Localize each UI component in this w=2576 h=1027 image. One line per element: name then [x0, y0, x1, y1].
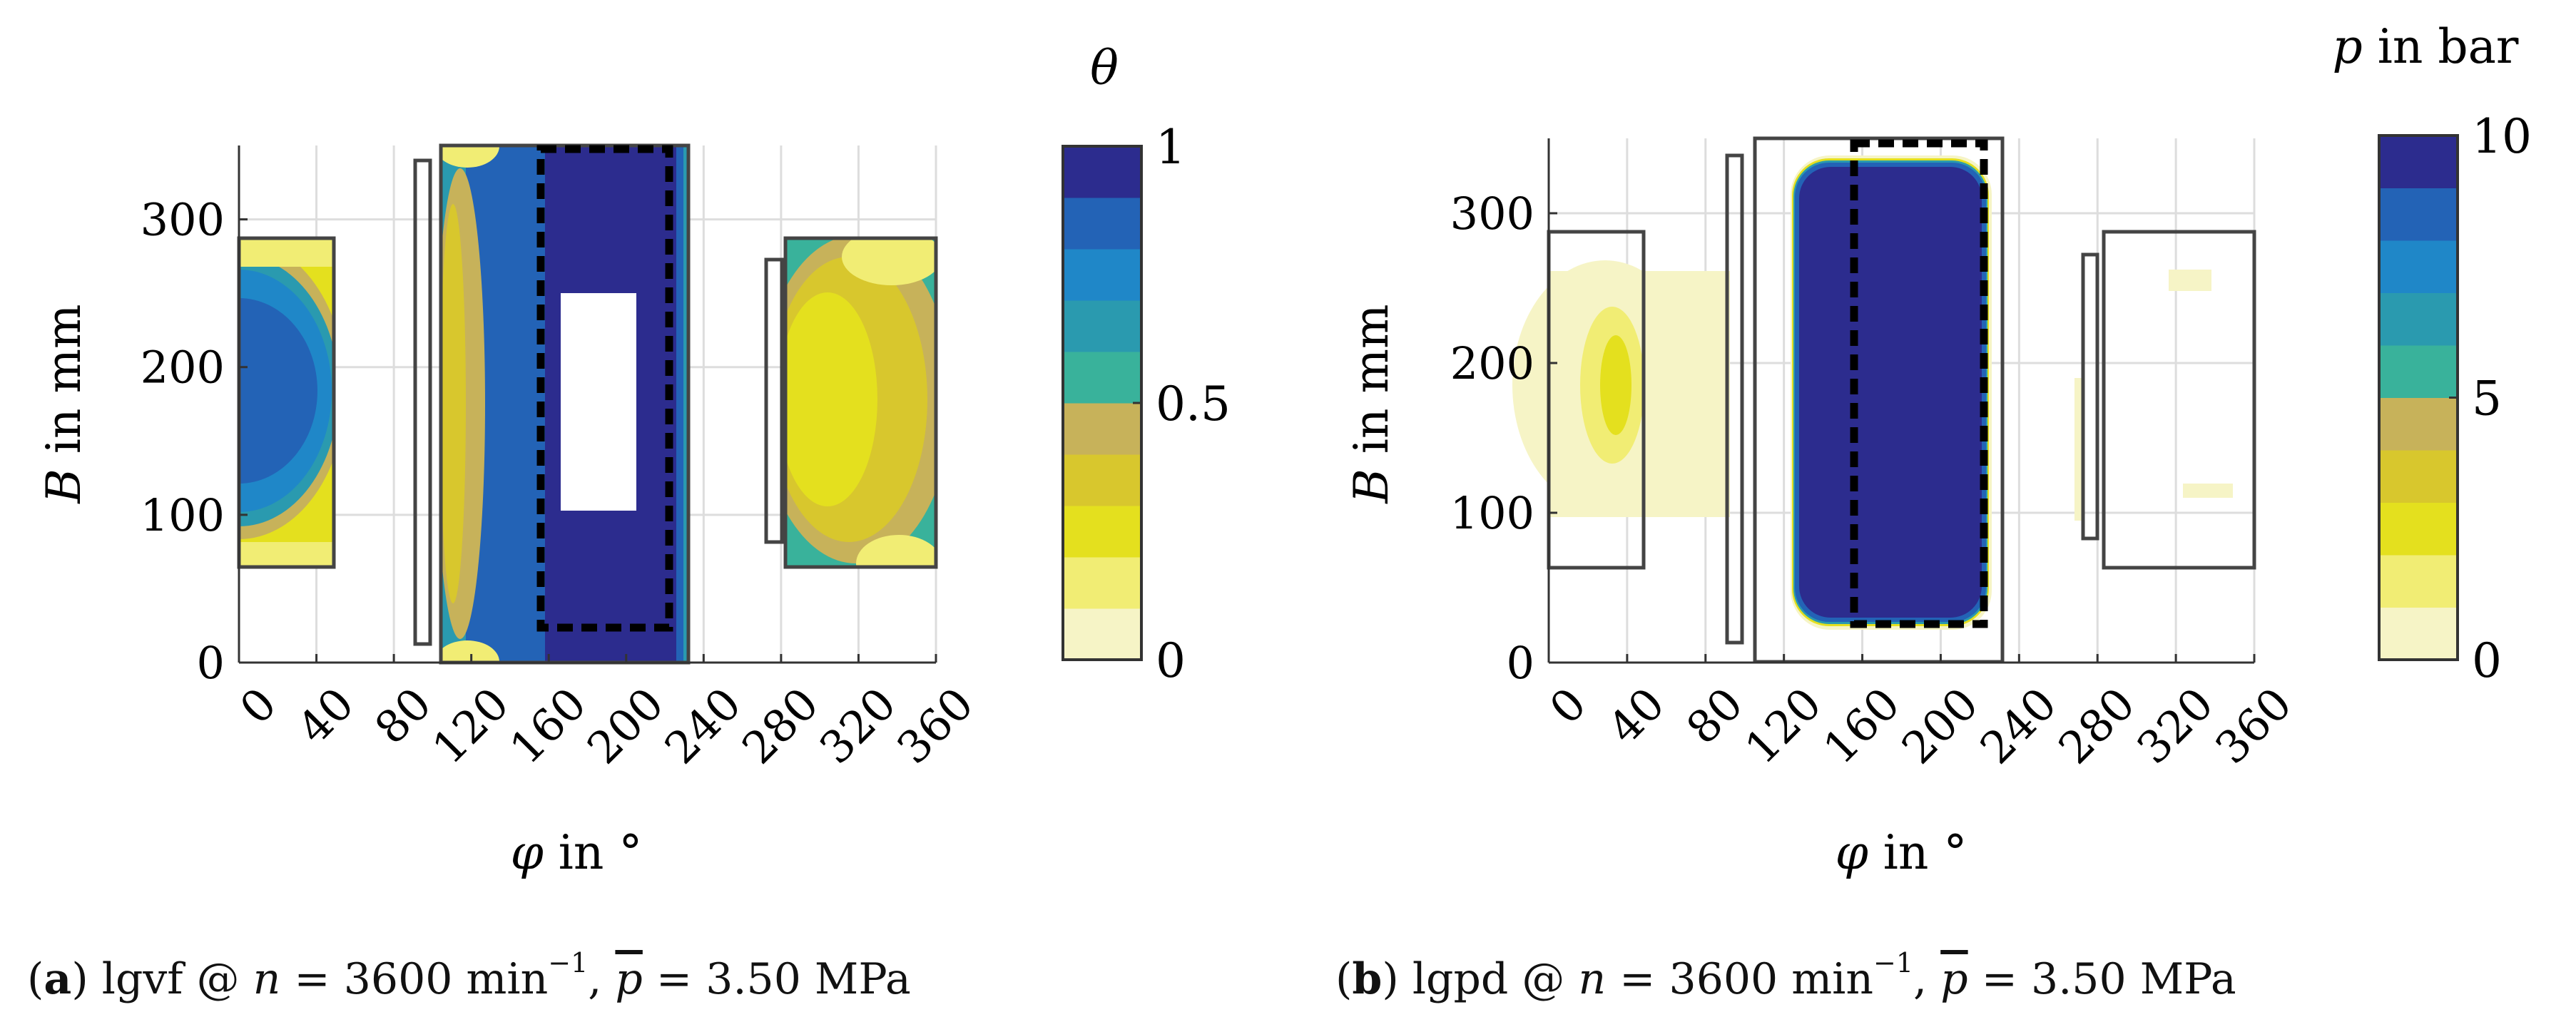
panel-b-colorbar-label: p in bar: [2333, 19, 2519, 74]
panel-a-ytick-label-100: 100: [141, 489, 225, 541]
panel-a-ytick-label-200: 200: [141, 342, 225, 394]
panel-b-colorbar-tick-label-1: 5: [2472, 372, 2502, 426]
panel-a-xtick-label-280: 280: [732, 678, 828, 774]
panel-b-colorbar-band-2: [2379, 502, 2458, 556]
panel-a-groove-1-outline: [413, 158, 432, 646]
caption-exp: −1: [548, 947, 589, 979]
panel-b-colorbar-band-7: [2379, 240, 2458, 293]
panel-a-colorbar-band-8: [1063, 198, 1141, 250]
panel-a-xtick-label-200: 200: [577, 678, 673, 774]
panel-b-colorbar-band-6: [2379, 292, 2458, 346]
panel-a-pocket-right-outline: [783, 236, 938, 569]
panel-b-caption: (b) lgpd @ n = 3600 min−1, p = 3.50 MPa: [1335, 947, 2236, 1004]
panel-a-ytick-label-0: 0: [197, 637, 225, 689]
caption-p-val: = 3.50 MPa: [1981, 954, 2236, 1004]
panel-b-xtick-label-320: 320: [2127, 678, 2223, 774]
caption-exp: −1: [1873, 947, 1914, 979]
caption-p-val: = 3.50 MPa: [656, 954, 911, 1004]
panel-b-ytick-label-0: 0: [1507, 637, 1534, 689]
panel-b-caption-name: lgpd: [1412, 954, 1509, 1004]
panel-b-xtick-label-120: 120: [1735, 678, 1831, 774]
panel-a-colorbar-tick-label-2: 1: [1156, 120, 1186, 175]
panel-a-load-zone: [536, 145, 673, 632]
panel-b-xtick-label-40: 40: [1598, 678, 1674, 754]
panel-b-ytick-label-200: 200: [1450, 337, 1534, 389]
panel-b-load-zone: [1850, 139, 1988, 628]
panel-b-xtick-label-200: 200: [1892, 678, 1988, 774]
caption-eq: = 3600 min: [1619, 954, 1874, 1004]
panel-a-xlabel: φ in °: [511, 825, 643, 880]
panel-b-colorbar-band-8: [2379, 188, 2458, 241]
panel-a-ylabel: B in mm: [36, 304, 91, 504]
caption-p: p: [1940, 954, 1968, 1004]
panel-b-ytick-label-100: 100: [1450, 487, 1534, 539]
panel-a-caption: (a) lgvf @ n = 3600 min−1, p = 3.50 MPa: [27, 947, 911, 1004]
panel-b-pocket-right-outline: [2102, 230, 2256, 570]
panel-a-xtick-label-40: 40: [287, 678, 364, 754]
panel-b-xtick-label-240: 240: [1970, 678, 2067, 774]
panel-a-colorbar-tick-label-0: 0: [1156, 633, 1186, 688]
panel-b-xtick-label-160: 160: [1813, 678, 1910, 774]
panel-b-xtick-label-280: 280: [2048, 678, 2144, 774]
panel-b-groove-2-outline: [2081, 252, 2099, 541]
panel-a-xtick-label-320: 320: [810, 678, 906, 774]
panel-a-caption-label: a: [44, 954, 72, 1004]
panel-b-colorbar-band-1: [2379, 555, 2458, 608]
panel-a-xtick-label-120: 120: [422, 678, 519, 774]
panel-a-void-region: [561, 293, 636, 511]
panel-b-main-pressure-field: [1791, 155, 1992, 630]
panel-b-colorbar-band-5: [2379, 345, 2458, 398]
panel-a-caption-name: lgvf: [101, 954, 183, 1004]
panel-b-xtick-label-360: 360: [2205, 678, 2301, 774]
caption-n: n: [1578, 954, 1607, 1004]
panel-b-caption-label: b: [1352, 954, 1383, 1004]
caption-p: p: [615, 954, 643, 1004]
panel-a-xtick-label-0: 0: [230, 678, 287, 735]
panel-a-colorbar-band-0: [1063, 608, 1141, 660]
panel-a-colorbar-band-5: [1063, 352, 1141, 404]
caption-eq: = 3600 min: [294, 954, 549, 1004]
panel-b-colorbar-band-4: [2379, 397, 2458, 451]
panel-b-xtick-label-0: 0: [1539, 678, 1597, 735]
panel-a-colorbar-band-1: [1063, 557, 1141, 609]
panel-a-groove-2-outline: [764, 257, 784, 544]
panel-b-colorbar-band-9: [2379, 136, 2458, 188]
panel-a-colorbar-band-2: [1063, 506, 1141, 558]
panel-b-colorbar-band-3: [2379, 450, 2458, 503]
panel-a-right-pocket-field: [785, 238, 936, 567]
panel-b-xlabel: φ in °: [1836, 825, 1967, 880]
caption-at: @: [196, 954, 240, 1004]
panel-a-xtick-label-360: 360: [887, 678, 983, 774]
caption-n: n: [253, 954, 281, 1004]
panel-a-xtick-label-160: 160: [499, 678, 596, 774]
panel-a-ytick-label-300: 300: [141, 194, 225, 246]
panel-b-left-pressure-field: [1512, 260, 1730, 517]
panel-a-colorbar: 00.51: [1062, 120, 1231, 688]
panel-b-colorbar-tick-label-2: 10: [2472, 109, 2532, 164]
panel-b-colorbar-tick-label-0: 0: [2472, 633, 2502, 688]
panel-a-colorbar-band-6: [1063, 300, 1141, 352]
panel-a-colorbar-label: θ: [1090, 41, 1119, 96]
panel-a-colorbar-band-9: [1063, 146, 1141, 198]
panel-a-colorbar-band-7: [1063, 249, 1141, 301]
panel-b-colorbar-band-0: [2379, 607, 2458, 660]
panel-b-ylabel: B in mm: [1344, 304, 1399, 504]
caption-at: @: [1522, 954, 1565, 1004]
panel-b-ytick-label-300: 300: [1450, 188, 1534, 240]
panel-b-colorbar: 0 5 10: [2378, 109, 2532, 688]
panel-a-colorbar-band-3: [1063, 454, 1141, 506]
panel-b-groove-1-outline: [1725, 153, 1744, 645]
panel-a-colorbar-band-4: [1063, 403, 1141, 455]
panel-a-colorbar-tick-label-1: 0.5: [1156, 377, 1231, 431]
panel-a-left-pocket-field: [239, 238, 334, 567]
panel-a-xtick-label-240: 240: [655, 678, 751, 774]
